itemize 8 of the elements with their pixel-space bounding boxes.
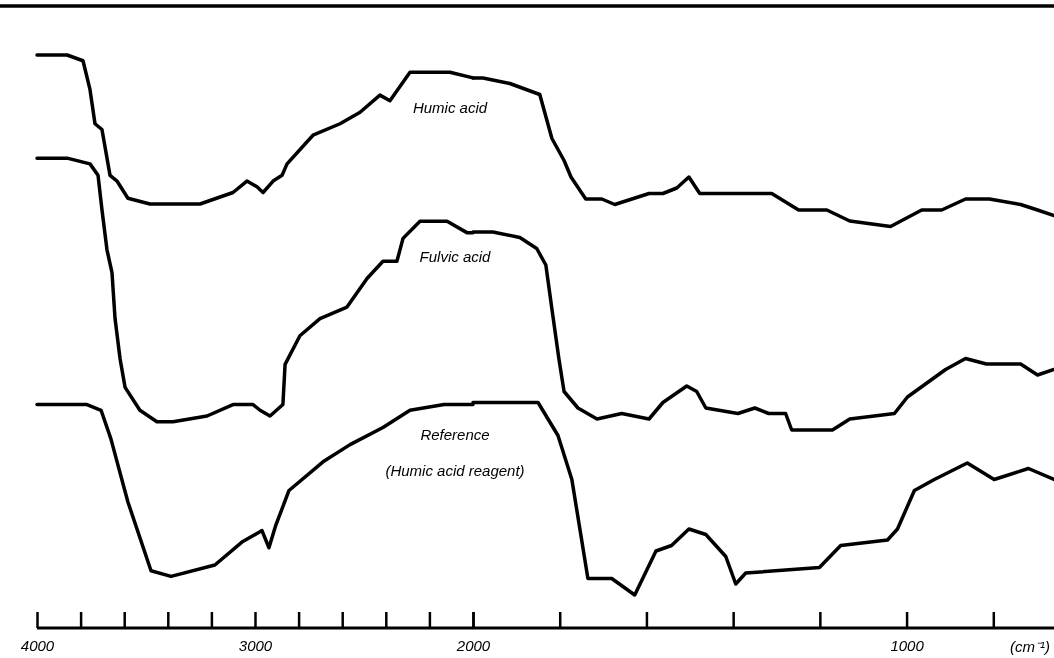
x-tick-label: 2000 (455, 636, 491, 654)
x-tick-label: 3000 (238, 636, 273, 654)
x-tick-label: 1000 (890, 636, 925, 654)
text: Reference (Humic acid reagent) (385, 426, 525, 479)
x-tick-label: 4000 (20, 636, 55, 654)
series-label: Humic acid (412, 99, 488, 116)
x-axis-title: (cm⁻¹) (1010, 638, 1050, 655)
series-label: Fulvic acid (419, 248, 492, 265)
